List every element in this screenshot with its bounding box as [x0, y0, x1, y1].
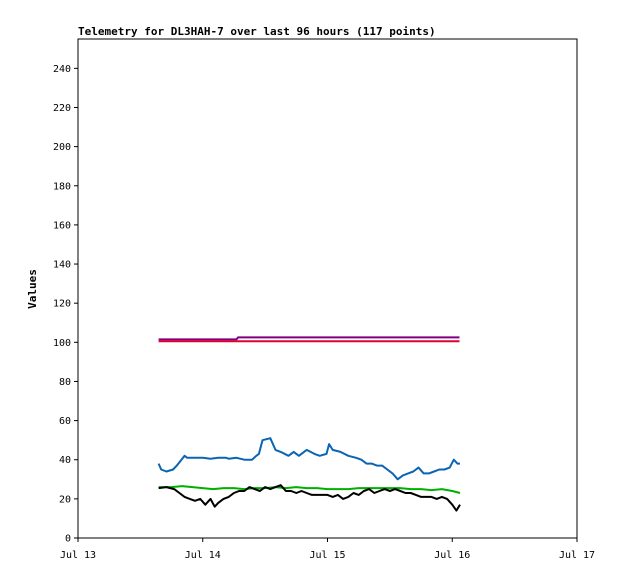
x-tick-label: Jul 13 — [60, 550, 96, 561]
y-tick-label: 80 — [59, 377, 71, 388]
y-tick-label: 200 — [53, 142, 71, 153]
x-tick-label: Jul 15 — [309, 550, 345, 561]
y-tick-label: 220 — [53, 103, 71, 114]
x-tick-label: Jul 14 — [185, 550, 221, 561]
series-line-4 — [158, 485, 461, 494]
series-lines — [157, 336, 461, 512]
x-tick-label: Jul 16 — [434, 550, 470, 561]
y-tick-label: 100 — [53, 338, 71, 349]
y-tick-label: 60 — [59, 416, 71, 427]
x-axis: Jul 13 Jul 14 Jul 15 Jul 16 Jul 17 — [60, 538, 595, 561]
y-tick-label: 0 — [65, 534, 71, 545]
y-tick-label: 140 — [53, 260, 71, 271]
y-tick-label: 20 — [59, 494, 71, 505]
y-tick-label: 120 — [53, 299, 71, 310]
y-axis-label: Values — [26, 269, 39, 309]
y-tick-label: 160 — [53, 220, 71, 231]
x-tick-label: Jul 17 — [559, 550, 595, 561]
y-tick-label: 240 — [53, 64, 71, 75]
y-tick-label: 180 — [53, 181, 71, 192]
series-line-5 — [158, 484, 461, 512]
y-tick-label: 40 — [59, 455, 71, 466]
chart-title: Telemetry for DL3HAH-7 over last 96 hour… — [78, 25, 436, 38]
series-line-3 — [157, 437, 460, 481]
y-axis: 0 20 40 60 80 100 120 140 160 180 200 220 240 — [53, 64, 78, 545]
plot-area — [77, 38, 578, 539]
series-line-1 — [158, 336, 460, 341]
